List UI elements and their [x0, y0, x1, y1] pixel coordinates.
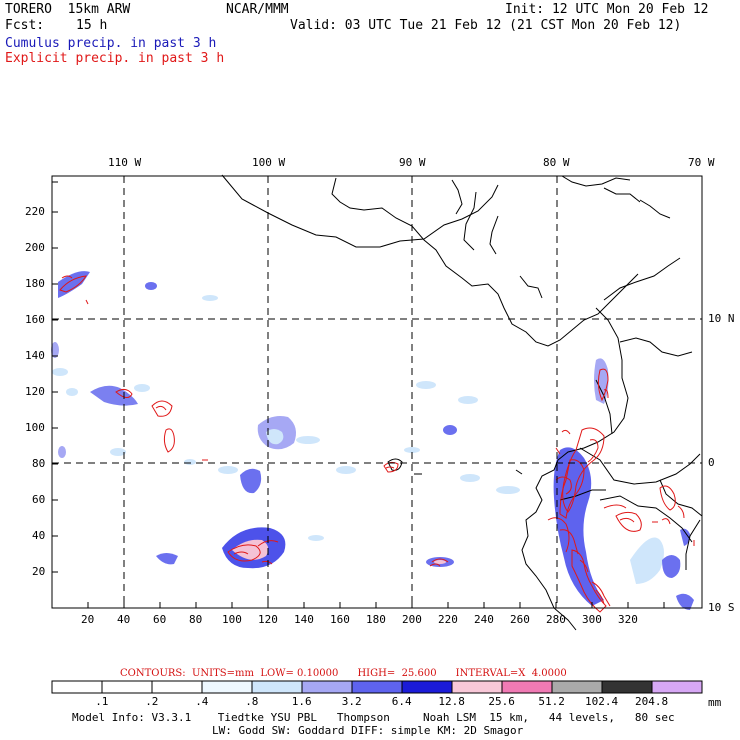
colorbar-swatch	[101, 680, 153, 694]
colorbar-swatch	[501, 680, 553, 694]
lat-label-10n: 10 N	[708, 312, 735, 325]
y-tick-label: 80	[32, 457, 46, 470]
colorbar-swatch	[601, 680, 653, 694]
init-time: Init: 12 UTC Mon 20 Feb 12	[505, 2, 709, 17]
y-tick-label: 100	[25, 421, 45, 434]
forecast-label: Fcst:	[5, 18, 45, 33]
colorbar-unit: mm	[708, 696, 722, 709]
colorbar-label: 102.4	[585, 695, 619, 708]
lon-label-100w: 100 W	[252, 156, 286, 169]
graticule	[52, 176, 702, 608]
colorbar-label: 6.4	[391, 695, 412, 708]
colorbar-swatch	[301, 680, 353, 694]
axis-ticks	[52, 181, 665, 608]
contours-info: CONTOURS: UNITS=mm LOW= 0.10000 HIGH= 25…	[120, 668, 567, 679]
colorbar-swatch	[151, 680, 203, 694]
y-tick-label: 160	[25, 313, 45, 326]
x-tick-label: 220	[438, 613, 458, 626]
y-tick-label: 120	[25, 385, 45, 398]
model-info-line-2: LW: Godd SW: Goddard DIFF: simple KM: 2D…	[212, 724, 524, 737]
colorbar-swatch	[351, 680, 403, 694]
valid-time: Valid: 03 UTC Tue 21 Feb 12 (21 CST Mon …	[290, 18, 682, 33]
colorbar-swatch	[451, 680, 503, 694]
colorbar-label: .8	[245, 695, 259, 708]
lon-label-70w: 70 W	[688, 156, 715, 169]
explicit-contours	[59, 275, 695, 613]
y-tick-label: 200	[25, 241, 45, 254]
x-tick-label: 140	[294, 613, 314, 626]
x-tick-label: 320	[618, 613, 638, 626]
x-tick-label: 80	[189, 613, 203, 626]
x-tick-label: 180	[366, 613, 386, 626]
colorbar-swatch	[651, 680, 703, 694]
precip-shading	[51, 271, 694, 610]
cumulus-precip-label: Cumulus precip. in past 3 h	[5, 36, 217, 51]
colorbar-label: 25.6	[488, 695, 515, 708]
model-info-line-1: Model Info: V3.3.1 Tiedtke YSU PBL Thomp…	[72, 711, 675, 724]
colorbar-swatch	[551, 680, 603, 694]
colorbar-label: .1	[95, 695, 109, 708]
y-tick-label: 180	[25, 277, 45, 290]
model-title: TORERO 15km ARW	[5, 2, 131, 17]
y-tick-label: 140	[25, 349, 45, 362]
x-tick-label: 260	[510, 613, 530, 626]
y-tick-label: 20	[32, 565, 46, 578]
colorbar-label: 1.6	[291, 695, 312, 708]
forecast-hour: 15 h	[76, 18, 108, 33]
x-tick-label: 280	[546, 613, 566, 626]
lat-label-0: 0	[708, 456, 715, 469]
lat-label-10s: 10 S	[708, 601, 735, 614]
organization-label: NCAR/MMM	[226, 2, 289, 17]
x-tick-label: 200	[402, 613, 422, 626]
colorbar-label: 12.8	[438, 695, 465, 708]
colorbar-swatch	[251, 680, 303, 694]
colorbar-label: 51.2	[538, 695, 565, 708]
coastlines	[221, 174, 703, 631]
explicit-precip-label: Explicit precip. in past 3 h	[5, 51, 225, 66]
x-tick-label: 120	[258, 613, 278, 626]
colorbar-swatch	[51, 680, 103, 694]
y-tick-label: 220	[25, 205, 45, 218]
y-tick-label: 60	[32, 493, 46, 506]
colorbar-swatch	[201, 680, 253, 694]
lon-label-90w: 90 W	[399, 156, 426, 169]
x-tick-label: 60	[153, 613, 167, 626]
y-tick-label: 40	[32, 529, 46, 542]
colorbar	[51, 680, 703, 694]
colorbar-label: .2	[145, 695, 159, 708]
colorbar-swatch	[401, 680, 453, 694]
colorbar-label: 3.2	[341, 695, 362, 708]
lon-label-80w: 80 W	[543, 156, 570, 169]
x-tick-label: 20	[81, 613, 95, 626]
x-tick-label: 300	[582, 613, 602, 626]
x-tick-label: 160	[330, 613, 350, 626]
colorbar-label: 204.8	[635, 695, 669, 708]
x-tick-label: 100	[222, 613, 242, 626]
colorbar-label: .4	[195, 695, 209, 708]
x-tick-label: 240	[474, 613, 494, 626]
lon-label-110w: 110 W	[108, 156, 142, 169]
x-tick-label: 40	[117, 613, 131, 626]
